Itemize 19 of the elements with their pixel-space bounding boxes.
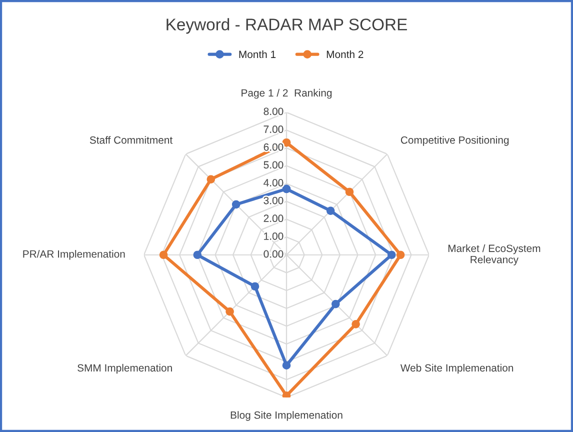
chart-title: Keyword - RADAR MAP SCORE bbox=[166, 18, 407, 34]
spoke-label: Blog Site Implemenation bbox=[230, 411, 342, 421]
spoke-label: Web Site Implemenation bbox=[400, 364, 514, 374]
y-tick-label: 4.00 bbox=[264, 179, 284, 186]
legend-label: Month 1 bbox=[239, 50, 276, 58]
spoke-label: Staff Commitment bbox=[90, 136, 173, 144]
y-tick-label: 7.00 bbox=[264, 126, 284, 133]
y-tick-label: 3.00 bbox=[264, 196, 284, 204]
y-tick-label: 1.00 bbox=[264, 232, 284, 240]
spoke-label: PR/AR Implemenation bbox=[23, 250, 125, 260]
legend-label: Month 2 bbox=[326, 50, 364, 58]
y-tick-label: 2.00 bbox=[264, 214, 284, 222]
y-tick-label: 5.00 bbox=[264, 161, 284, 169]
spoke-label: Page 1 / 2 Ranking bbox=[242, 88, 332, 99]
spoke-label: Market / EcoSystem Relevancy bbox=[448, 244, 540, 266]
spoke-label: Competitive Positioning bbox=[400, 136, 509, 146]
y-tick-label: 8.00 bbox=[264, 108, 284, 116]
spoke-label: SMM Implemenation bbox=[78, 364, 172, 374]
y-tick-label: 0.00 bbox=[264, 250, 284, 258]
